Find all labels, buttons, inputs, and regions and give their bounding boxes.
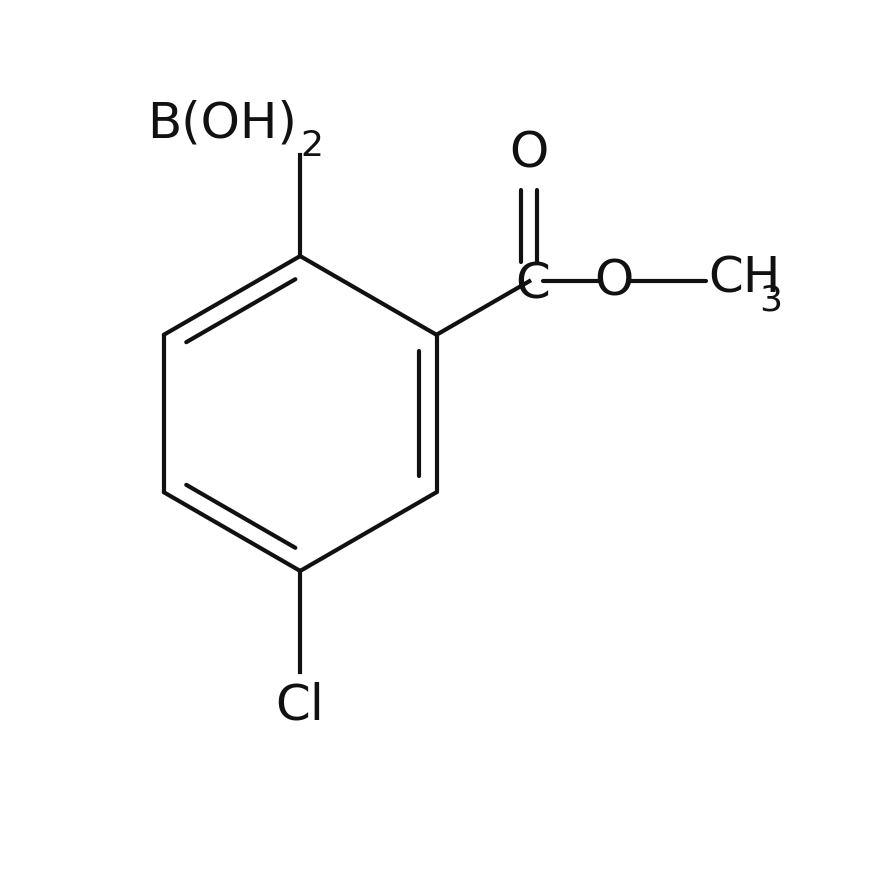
Text: CH: CH bbox=[708, 255, 781, 302]
Text: B(OH): B(OH) bbox=[147, 100, 297, 148]
Text: O: O bbox=[595, 257, 634, 305]
Text: O: O bbox=[510, 129, 549, 177]
Text: 3: 3 bbox=[759, 283, 782, 317]
Text: C: C bbox=[515, 261, 550, 309]
Text: Cl: Cl bbox=[276, 681, 325, 729]
Text: 2: 2 bbox=[300, 130, 323, 164]
